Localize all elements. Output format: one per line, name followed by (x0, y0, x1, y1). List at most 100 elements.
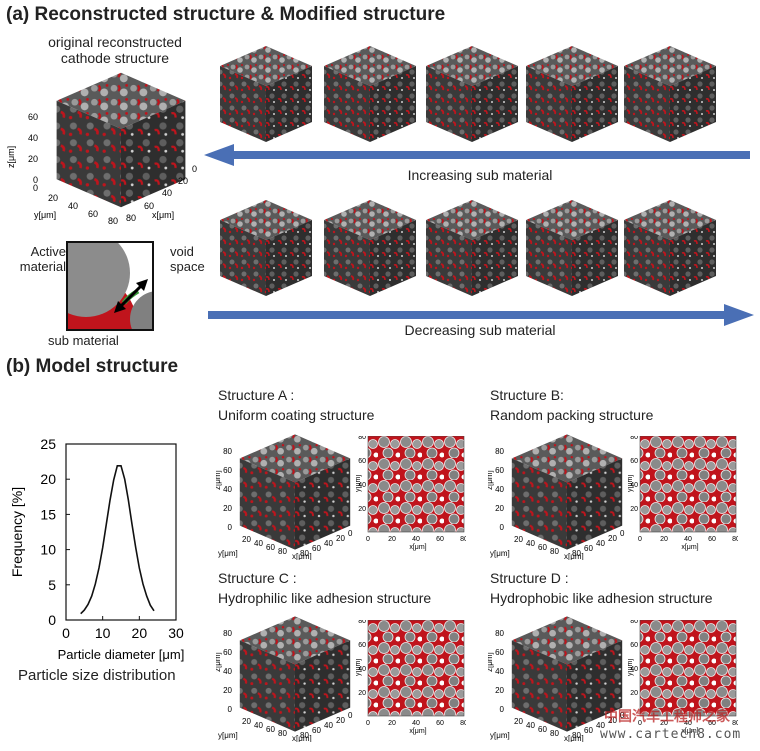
z-tick: 40 (223, 485, 232, 494)
x-tick: 20 (608, 716, 617, 725)
x-tick: 0 (348, 529, 353, 538)
structure-c-slice-image (367, 620, 465, 717)
slice-y-tick: 40 (630, 482, 638, 489)
slice-x-tick: 60 (436, 720, 444, 727)
y-tick: 80 (550, 729, 559, 738)
z-tick: 60 (495, 466, 504, 475)
schematic-diagram (66, 241, 154, 331)
slice-x-tick: 60 (708, 536, 716, 543)
watermark-url: www.cartech8.com (600, 727, 742, 742)
structure-d-slice-y-label: y[μm] (628, 659, 634, 676)
structure-a-slice-y-label: y[μm] (356, 475, 362, 492)
structure-d-desc: Hydrophobic like adhesion structure (490, 590, 713, 606)
slice-y-tick: 20 (358, 506, 366, 513)
x-tick: 80 (572, 549, 581, 558)
distribution-curve (80, 465, 155, 615)
structure-b-z-axis-label: z[μm] (488, 470, 494, 490)
x-tick: 20 (336, 534, 345, 543)
z-tick: 40 (495, 667, 504, 676)
structure-a-slice-image (367, 436, 465, 533)
x-tick: 40 (324, 539, 333, 548)
z-tick: 20 (495, 686, 504, 695)
y-tick-label: 0 (48, 612, 56, 628)
slice-y-tick: 60 (630, 458, 638, 465)
x-tick: 0 (620, 711, 625, 720)
structure-a-label: Structure A : Uniform coating structure (218, 385, 374, 425)
z-tick: 40 (223, 667, 232, 676)
active-material-particle (68, 243, 130, 317)
slice-y-tick: 20 (630, 690, 638, 697)
z-tick: 60 (495, 648, 504, 657)
slice-y-tick: 80 (630, 620, 638, 625)
y-tick: 20 (242, 535, 251, 544)
structure-d-slice-x-label: x[μm] (681, 728, 698, 735)
x-tick: 20 (178, 176, 188, 186)
structure-a-z-axis-label: z[μm] (216, 470, 222, 490)
slice-y-tick: 20 (358, 690, 366, 697)
original-caption-line2: cathode structure (60, 50, 170, 66)
slice-x-tick: 20 (388, 720, 396, 727)
y-tick: 20 (514, 717, 523, 726)
y-tick: 20 (514, 535, 523, 544)
original-z-axis-label: z[μm] (6, 146, 16, 168)
slice-x-tick: 80 (732, 720, 738, 727)
structure-a-x-axis-label: x[μm] (292, 552, 312, 560)
double-arrow (118, 283, 144, 309)
x-tick: 60 (584, 544, 593, 553)
y-tick-label: 25 (40, 436, 56, 452)
slice-x-tick: 40 (684, 720, 692, 727)
cube-row-increasing (220, 46, 716, 142)
slice-x-tick: 40 (684, 536, 692, 543)
structure-c-name: Structure C : (218, 570, 297, 586)
structure-c-slice-y-label: y[μm] (356, 659, 362, 676)
x-tick: 60 (312, 726, 321, 735)
active-label-line1: Active (30, 244, 66, 259)
modified-cube (426, 200, 518, 296)
slice-y-tick: 60 (358, 642, 366, 649)
y-axis-label: Frequency [%] (9, 487, 25, 577)
z-tick: 40 (495, 485, 504, 494)
y-tick-label: 20 (40, 471, 56, 487)
x-tick: 80 (300, 549, 309, 558)
y-tick: 40 (68, 201, 78, 211)
y-tick: 60 (266, 543, 275, 552)
z-tick: 40 (28, 133, 38, 143)
y-tick: 60 (88, 209, 98, 219)
z-tick: 20 (28, 154, 38, 164)
structure-c-desc: Hydrophilic like adhesion structure (218, 590, 432, 606)
structure-a-desc: Uniform coating structure (218, 407, 375, 423)
y-tick: 80 (278, 547, 287, 556)
z-tick: 80 (223, 629, 232, 638)
slice-x-tick: 80 (460, 720, 466, 727)
slice-x-tick: 0 (366, 536, 370, 543)
x-tick-label: 0 (62, 625, 70, 641)
x-tick-label: 10 (95, 625, 111, 641)
slice-y-tick: 60 (358, 458, 366, 465)
original-caption: original reconstructed cathode structure (30, 34, 200, 66)
z-tick: 0 (228, 523, 233, 532)
original-y-axis-label: y[μm] (34, 210, 56, 220)
slice-x-tick: 60 (436, 536, 444, 543)
slice-y-tick: 80 (358, 436, 366, 441)
x-tick: 0 (348, 711, 353, 720)
y-tick-label: 5 (48, 577, 56, 593)
structure-d-z-axis-label: z[μm] (488, 652, 494, 672)
structure-b-cube (511, 434, 623, 550)
decreasing-label: Decreasing sub material (404, 322, 556, 338)
x-tick: 60 (144, 201, 154, 211)
decreasing-arrow (208, 304, 754, 326)
chart-frame (65, 443, 177, 621)
x-tick-label: 20 (132, 625, 148, 641)
y-tick: 20 (242, 717, 251, 726)
slice-x-tick: 40 (412, 536, 420, 543)
schematic-active-label: Active material (8, 244, 66, 274)
slice-x-tick: 0 (638, 536, 642, 543)
y-tick: 40 (526, 721, 535, 730)
slice-x-tick: 20 (660, 720, 668, 727)
z-tick: 60 (223, 466, 232, 475)
active-label-line2: material (19, 259, 66, 274)
increasing-arrow (204, 144, 750, 166)
modified-cube (426, 46, 518, 142)
